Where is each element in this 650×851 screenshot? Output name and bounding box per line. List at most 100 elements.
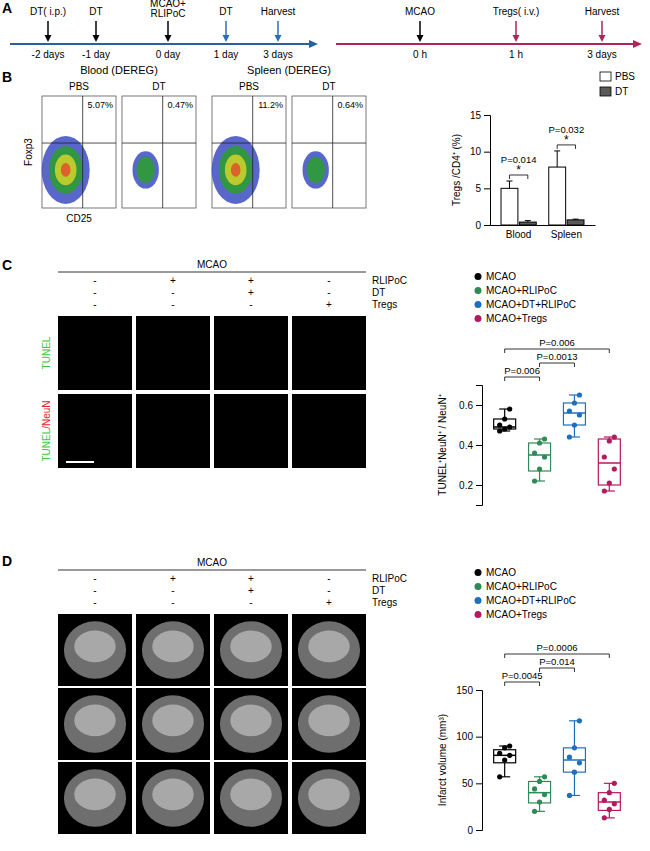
condition-label: Tregs xyxy=(372,597,397,608)
event-time: 0 day xyxy=(156,49,180,60)
box-body xyxy=(563,748,585,772)
comparison-bracket xyxy=(540,363,575,367)
image-panel: MCAO-++-RLIPoC--+-DT---+Tregs xyxy=(58,557,407,834)
flow-title: Blood (DEREG) xyxy=(80,64,158,76)
whisker xyxy=(609,485,610,491)
gate-line xyxy=(332,96,333,208)
error-stem xyxy=(557,151,558,167)
box-body xyxy=(563,403,585,425)
significance-star: * xyxy=(516,163,521,177)
condition-sign: - xyxy=(171,287,174,298)
flow-condition: PBS xyxy=(69,81,89,92)
tick-label: 0 xyxy=(467,825,473,836)
event-arrow xyxy=(47,21,49,37)
p-value: P=0.0006 xyxy=(537,642,578,653)
tick-label: 150 xyxy=(456,685,473,696)
tick: 100 xyxy=(456,731,482,742)
y-axis: 0 50 100 150 xyxy=(456,685,482,836)
legend-label: MCAO+DT+RLIPoC xyxy=(486,299,576,310)
tick-label: 50 xyxy=(462,778,474,789)
flow-condition: DT xyxy=(152,81,165,92)
tick-label: 0 xyxy=(475,220,481,231)
event-arrowhead xyxy=(45,35,52,42)
legend-marker xyxy=(475,315,482,322)
gate-line xyxy=(122,143,196,144)
tick-mark xyxy=(484,225,490,226)
tick-label: 10 xyxy=(470,146,482,157)
condition-sign: - xyxy=(171,585,174,596)
box xyxy=(563,718,585,798)
image-placeholder xyxy=(58,688,132,760)
y-axis-title: Infarct volume (mm³) xyxy=(437,714,448,806)
error-cap xyxy=(506,181,512,182)
flow-density xyxy=(132,151,158,188)
tick-mark xyxy=(484,188,490,189)
condition-sign: - xyxy=(93,299,96,310)
brain-region xyxy=(308,705,349,737)
data-point xyxy=(542,454,547,459)
data-point xyxy=(572,745,577,750)
brain-outline xyxy=(298,695,360,753)
data-point xyxy=(577,718,582,723)
tick: 50 xyxy=(462,778,482,789)
p-value: P=0.014 xyxy=(501,154,537,165)
gate-line xyxy=(292,143,366,144)
comparison-bracket xyxy=(540,668,575,672)
condition-sign: - xyxy=(327,287,330,298)
data-point xyxy=(507,406,512,411)
condition-sign: - xyxy=(327,275,330,286)
image-placeholder xyxy=(136,316,210,390)
data-point xyxy=(607,807,612,812)
condition-label: RLIPoC xyxy=(372,573,407,584)
image-placeholder xyxy=(214,614,288,686)
gate-percent: 0.64% xyxy=(337,100,363,110)
condition-sign: - xyxy=(327,585,330,596)
image-placeholder xyxy=(292,394,366,468)
legend-label: MCAO+Tregs xyxy=(486,609,547,620)
gate-line xyxy=(252,96,253,208)
data-point xyxy=(532,478,537,483)
header-rule xyxy=(58,570,366,571)
image-row-label-part: TUNEL xyxy=(41,428,52,461)
figure: ABCDDT( i.p.)-2 daysDT-1 dayMCAO+RLIPoC0… xyxy=(0,0,650,851)
brain-region xyxy=(74,779,115,811)
error-cap xyxy=(525,220,531,221)
flow-density xyxy=(219,146,253,194)
box-body xyxy=(529,443,551,471)
axis-line xyxy=(476,386,483,506)
gate-line xyxy=(82,96,83,208)
event-arrow xyxy=(95,21,97,37)
event-time: -2 days xyxy=(32,49,65,60)
flow-plot-frame xyxy=(42,96,116,208)
image-row-label: TUNEL/NeuN xyxy=(41,400,52,461)
error-cap xyxy=(573,219,579,220)
event-label: Tregs( i.v.) xyxy=(493,6,540,17)
tick-mark xyxy=(476,737,482,738)
brain-outline xyxy=(220,769,282,827)
image-panel: MCAO-++-RLIPoC--+-DT---+TregsTUNELTUNEL/… xyxy=(41,259,407,468)
legend-marker xyxy=(475,273,482,280)
legend: MCAOMCAO+RLIPoCMCAO+DT+RLIPoCMCAO+Tregs xyxy=(475,567,577,620)
image-row-label-part: /NeuN xyxy=(41,400,52,428)
data-point xyxy=(542,792,547,797)
data-point xyxy=(502,416,507,421)
brain-outline xyxy=(64,621,126,679)
tick-mark xyxy=(476,830,482,831)
flow-plot-frame xyxy=(122,96,196,208)
legend-swatch xyxy=(600,72,611,81)
condition-sign: + xyxy=(170,275,176,286)
tick-label: 100 xyxy=(456,731,473,742)
flow-title: Spleen (DEREG) xyxy=(247,64,331,76)
data-point xyxy=(567,755,572,760)
legend-marker xyxy=(475,597,482,604)
condition-label: DT xyxy=(372,287,385,298)
significance-star: * xyxy=(564,133,569,147)
y-axis-title: Tregs /CD4⁺ (%) xyxy=(451,134,462,206)
legend-label: MCAO+RLIPoC xyxy=(486,285,557,296)
timeline-axis xyxy=(336,43,636,45)
tick-label: Spleen xyxy=(551,229,582,240)
image-placeholder xyxy=(58,316,132,390)
condition-label: RLIPoC xyxy=(372,275,407,286)
tick-mark xyxy=(476,690,482,691)
tick: Spleen xyxy=(551,225,582,240)
